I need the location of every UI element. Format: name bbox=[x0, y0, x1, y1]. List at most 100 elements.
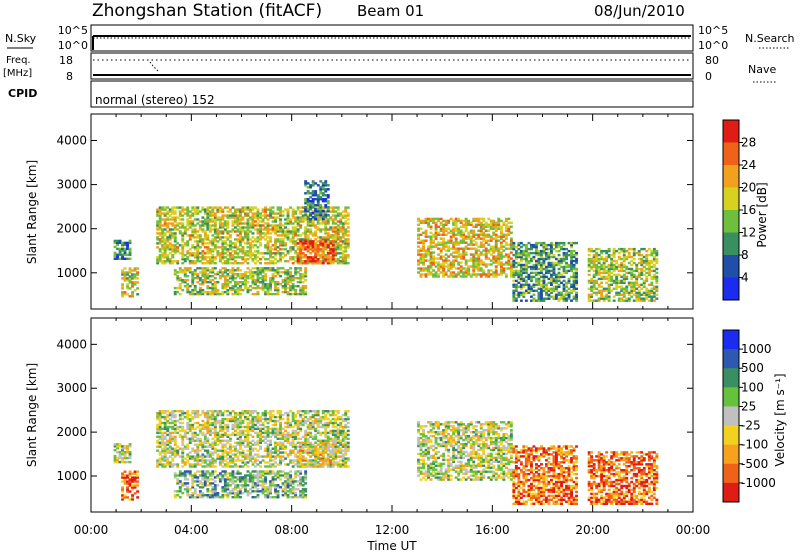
heatmap-cell bbox=[336, 206, 340, 209]
heatmap-cell bbox=[186, 244, 190, 247]
heatmap-cell bbox=[575, 283, 578, 286]
heatmap-cell bbox=[241, 410, 245, 413]
heatmap-cell bbox=[535, 241, 538, 245]
heatmap-cell bbox=[218, 449, 222, 452]
heatmap-cell bbox=[331, 230, 335, 233]
heatmap-cell bbox=[442, 225, 446, 228]
heatmap-cell bbox=[477, 223, 481, 226]
heatmap-cell bbox=[291, 242, 295, 245]
heatmap-cell bbox=[221, 285, 225, 288]
heatmap-cell bbox=[223, 246, 227, 249]
heatmap-cell bbox=[542, 273, 546, 277]
heatmap-cell bbox=[231, 275, 235, 278]
heatmap-cell bbox=[454, 247, 458, 250]
heatmap-cell bbox=[329, 234, 333, 237]
heatmap-cell bbox=[239, 269, 242, 272]
heatmap-cell bbox=[236, 292, 240, 296]
heatmap-cell bbox=[223, 465, 227, 468]
heatmap-cell bbox=[173, 246, 177, 249]
heatmap-cell bbox=[464, 271, 468, 274]
heatmap-cell bbox=[417, 267, 420, 270]
heatmap-cell bbox=[499, 273, 503, 276]
heatmap-cell bbox=[254, 273, 257, 276]
heatmap-cell bbox=[540, 263, 543, 267]
heatmap-cell bbox=[213, 248, 217, 251]
heatmap-cell bbox=[432, 269, 435, 272]
heatmap-cell bbox=[191, 228, 195, 231]
heatmap-cell bbox=[223, 228, 227, 231]
heatmap-cell bbox=[331, 248, 335, 251]
heatmap-cell bbox=[482, 273, 486, 276]
heatmap-cell bbox=[244, 457, 247, 460]
heatmap-cell bbox=[464, 245, 468, 248]
heatmap-cell bbox=[259, 230, 262, 233]
heatmap-cell bbox=[514, 257, 518, 261]
heatmap-cell bbox=[216, 411, 220, 415]
heatmap-cell bbox=[519, 253, 523, 257]
heatmap-cell bbox=[479, 253, 483, 256]
heatmap-cell bbox=[171, 439, 175, 442]
heatmap-cell bbox=[198, 246, 202, 249]
heatmap-cell bbox=[244, 433, 247, 437]
heatmap-cell bbox=[467, 269, 471, 272]
heatmap-cell bbox=[173, 236, 177, 239]
heatmap-cell bbox=[640, 259, 644, 263]
heatmap-cell bbox=[223, 224, 227, 227]
heatmap-cell bbox=[241, 443, 245, 446]
heatmap-cell bbox=[311, 202, 315, 205]
heatmap-cell bbox=[281, 230, 285, 233]
heatmap-cell bbox=[211, 283, 215, 286]
heatmap-cell bbox=[249, 277, 252, 280]
heatmap-cell bbox=[479, 269, 483, 272]
heatmap-cell bbox=[570, 257, 573, 261]
heatmap-cell bbox=[497, 221, 501, 224]
heatmap-cell bbox=[334, 242, 338, 245]
heatmap-cell bbox=[570, 261, 573, 265]
heatmap-cell bbox=[336, 214, 340, 217]
heatmap-cell bbox=[136, 470, 140, 473]
heatmap-cell bbox=[429, 265, 433, 268]
heatmap-cell bbox=[181, 248, 185, 251]
heatmap-cell bbox=[331, 238, 335, 241]
heatmap-cell bbox=[186, 208, 190, 211]
heatmap-cell bbox=[161, 256, 165, 259]
heatmap-cell bbox=[291, 285, 295, 288]
heatmap-cell bbox=[301, 285, 305, 288]
heatmap-cell bbox=[344, 216, 348, 219]
heatmap-cell bbox=[301, 286, 305, 290]
heatmap-cell bbox=[457, 229, 461, 232]
heatmap-cell bbox=[213, 256, 217, 259]
heatmap-cell bbox=[216, 435, 220, 438]
heatmap-cell bbox=[319, 190, 323, 193]
heatmap-cell bbox=[196, 290, 200, 294]
heatmap-cell bbox=[595, 251, 599, 255]
heatmap-cell bbox=[274, 285, 277, 288]
heatmap-cell bbox=[429, 251, 433, 254]
heatmap-cell bbox=[527, 241, 531, 245]
heatmap-cell bbox=[291, 210, 295, 213]
heatmap-cell bbox=[259, 269, 262, 272]
heatmap-cell bbox=[331, 256, 335, 259]
heatmap-cell bbox=[241, 283, 245, 286]
heatmap-cell bbox=[281, 271, 285, 274]
heatmap-cell bbox=[535, 299, 538, 302]
heatmap-cell bbox=[123, 241, 127, 245]
heatmap-cell bbox=[562, 295, 566, 298]
heatmap-cell bbox=[156, 459, 160, 462]
heatmap-cell bbox=[208, 206, 212, 209]
heatmap-cell bbox=[231, 230, 235, 233]
heatmap-cell bbox=[188, 220, 192, 223]
heatmap-cell bbox=[256, 267, 260, 270]
heatmap-cell bbox=[126, 247, 129, 251]
heatmap-cell bbox=[218, 260, 222, 263]
heatmap-cell bbox=[630, 295, 634, 298]
heatmap-cell bbox=[291, 230, 295, 233]
heatmap-cell bbox=[281, 252, 285, 255]
heatmap-cell bbox=[482, 249, 486, 252]
heatmap-cell bbox=[186, 279, 190, 282]
heatmap-cell bbox=[454, 227, 458, 230]
heatmap-cell bbox=[424, 233, 428, 236]
heatmap-cell bbox=[306, 182, 310, 185]
heatmap-cell bbox=[294, 230, 298, 233]
heatmap-cell bbox=[462, 257, 466, 260]
